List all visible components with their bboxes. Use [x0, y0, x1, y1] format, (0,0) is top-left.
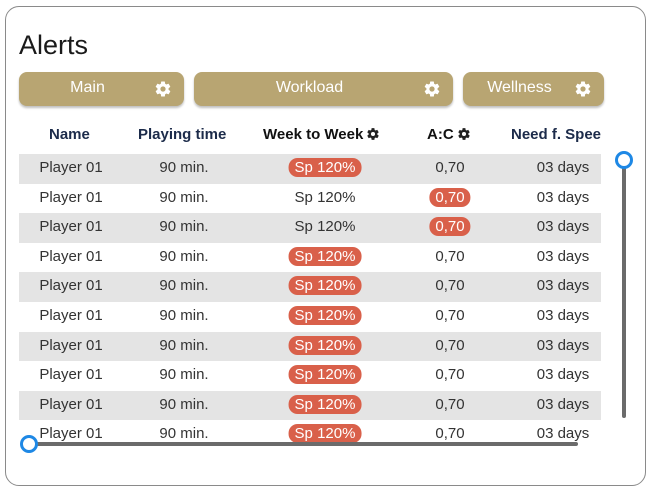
playing-time: 90 min. [159, 425, 209, 443]
need-for-speed-value: 03 days [536, 277, 590, 295]
horizontal-scrollbar[interactable] [30, 442, 578, 446]
tab-workload-label: Workload [275, 79, 344, 96]
tab-wellness-label: Wellness [487, 79, 552, 96]
vertical-scroll-handle[interactable] [615, 151, 633, 169]
player-name: Player 01 [39, 277, 103, 295]
week-to-week-alert-badge: Sp 120% [288, 424, 362, 444]
ac-value: 0,70 [435, 425, 465, 443]
gear-icon[interactable] [457, 127, 471, 141]
table-row[interactable]: Player 01 90 min. Sp 120% 0,70 03 days [19, 390, 601, 421]
player-name: Player 01 [39, 395, 103, 413]
player-name: Player 01 [39, 306, 103, 324]
week-to-week-alert-badge: Sp 120% [288, 335, 362, 355]
player-name: Player 01 [39, 218, 103, 236]
gear-icon[interactable] [574, 80, 592, 98]
week-to-week-alert-badge: Sp 120% [288, 394, 362, 414]
player-name: Player 01 [39, 425, 103, 443]
table-header: Name Playing time Week to Week A:C Need … [19, 118, 601, 154]
alerts-table: Name Playing time Week to Week A:C Need … [19, 118, 601, 446]
table-row[interactable]: Player 01 90 min. Sp 120% 0,70 03 days [19, 361, 601, 391]
gear-icon[interactable] [366, 127, 380, 141]
playing-time: 90 min. [159, 159, 209, 176]
week-to-week-alert-badge: Sp 120% [288, 276, 362, 296]
column-header-need-for-speed[interactable]: Need f. Speed [511, 126, 601, 143]
ac-value: 0,70 [435, 159, 465, 176]
table-row[interactable]: Player 01 90 min. Sp 120% 0,70 03 days [19, 420, 601, 446]
vertical-scrollbar[interactable] [622, 160, 626, 418]
column-header-name[interactable]: Name [49, 126, 90, 143]
table-row[interactable]: Player 01 90 min. Sp 120% 0,70 03 days [19, 302, 601, 332]
need-for-speed-value: 03 days [536, 336, 590, 354]
table-row[interactable]: Player 01 90 min. Sp 120% 0,70 03 days [19, 213, 601, 243]
ac-value: 0,70 [435, 306, 465, 324]
week-to-week-value: Sp 120% [294, 188, 356, 206]
tab-workload[interactable]: Workload [194, 72, 453, 106]
page-title: Alerts [19, 30, 89, 60]
player-name: Player 01 [39, 188, 103, 206]
week-to-week-alert-badge: Sp 120% [288, 365, 362, 385]
week-to-week-value: Sp 120% [294, 218, 356, 236]
need-for-speed-value: 03 days [536, 395, 590, 413]
ac-value: 0,70 [435, 247, 465, 265]
playing-time: 90 min. [159, 247, 209, 265]
ac-value: 0,70 [435, 336, 465, 354]
need-for-speed-value: 03 days [536, 306, 590, 324]
column-header-week-to-week-label: Week to Week [263, 126, 364, 143]
need-for-speed-value: 03 days [536, 366, 590, 384]
playing-time: 90 min. [159, 336, 209, 354]
column-header-ac-label: A:C [427, 126, 454, 143]
ac-value: 0,70 [435, 366, 465, 384]
player-name: Player 01 [39, 159, 103, 176]
column-header-playing-time[interactable]: Playing time [138, 126, 227, 143]
need-for-speed-value: 03 days [536, 159, 590, 176]
week-to-week-alert-badge: Sp 120% [288, 305, 362, 325]
table-row[interactable]: Player 01 90 min. Sp 120% 0,70 03 days [19, 243, 601, 273]
playing-time: 90 min. [159, 277, 209, 295]
playing-time: 90 min. [159, 188, 209, 206]
ac-value: 0,70 [435, 395, 465, 413]
table-body: Player 01 90 min. Sp 120% 0,70 03 days Player… [19, 154, 601, 446]
table-row[interactable]: Player 01 90 min. Sp 120% 0,70 03 days [19, 184, 601, 214]
gear-icon[interactable] [154, 80, 172, 98]
tab-main[interactable]: Main [19, 72, 184, 106]
column-header-week-to-week[interactable]: Week to Week [263, 126, 380, 143]
ac-alert-badge: 0,70 [429, 217, 471, 237]
table-row[interactable]: Player 01 90 min. Sp 120% 0,70 03 days [19, 154, 601, 184]
playing-time: 90 min. [159, 306, 209, 324]
week-to-week-alert-badge: Sp 120% [288, 246, 362, 266]
playing-time: 90 min. [159, 218, 209, 236]
tab-main-label: Main [70, 79, 105, 96]
horizontal-scroll-handle[interactable] [20, 435, 38, 453]
need-for-speed-value: 03 days [536, 188, 590, 206]
playing-time: 90 min. [159, 395, 209, 413]
table-row[interactable]: Player 01 90 min. Sp 120% 0,70 03 days [19, 272, 601, 302]
need-for-speed-value: 03 days [536, 247, 590, 265]
player-name: Player 01 [39, 366, 103, 384]
playing-time: 90 min. [159, 366, 209, 384]
player-name: Player 01 [39, 247, 103, 265]
gear-icon[interactable] [423, 80, 441, 98]
player-name: Player 01 [39, 336, 103, 354]
tab-wellness[interactable]: Wellness [463, 72, 604, 106]
ac-alert-badge: 0,70 [429, 187, 471, 207]
week-to-week-alert-badge: Sp 120% [288, 158, 362, 177]
table-row[interactable]: Player 01 90 min. Sp 120% 0,70 03 days [19, 331, 601, 362]
ac-value: 0,70 [435, 277, 465, 295]
need-for-speed-value: 03 days [536, 218, 590, 236]
column-header-ac[interactable]: A:C [427, 126, 471, 143]
need-for-speed-value: 03 days [536, 425, 590, 443]
